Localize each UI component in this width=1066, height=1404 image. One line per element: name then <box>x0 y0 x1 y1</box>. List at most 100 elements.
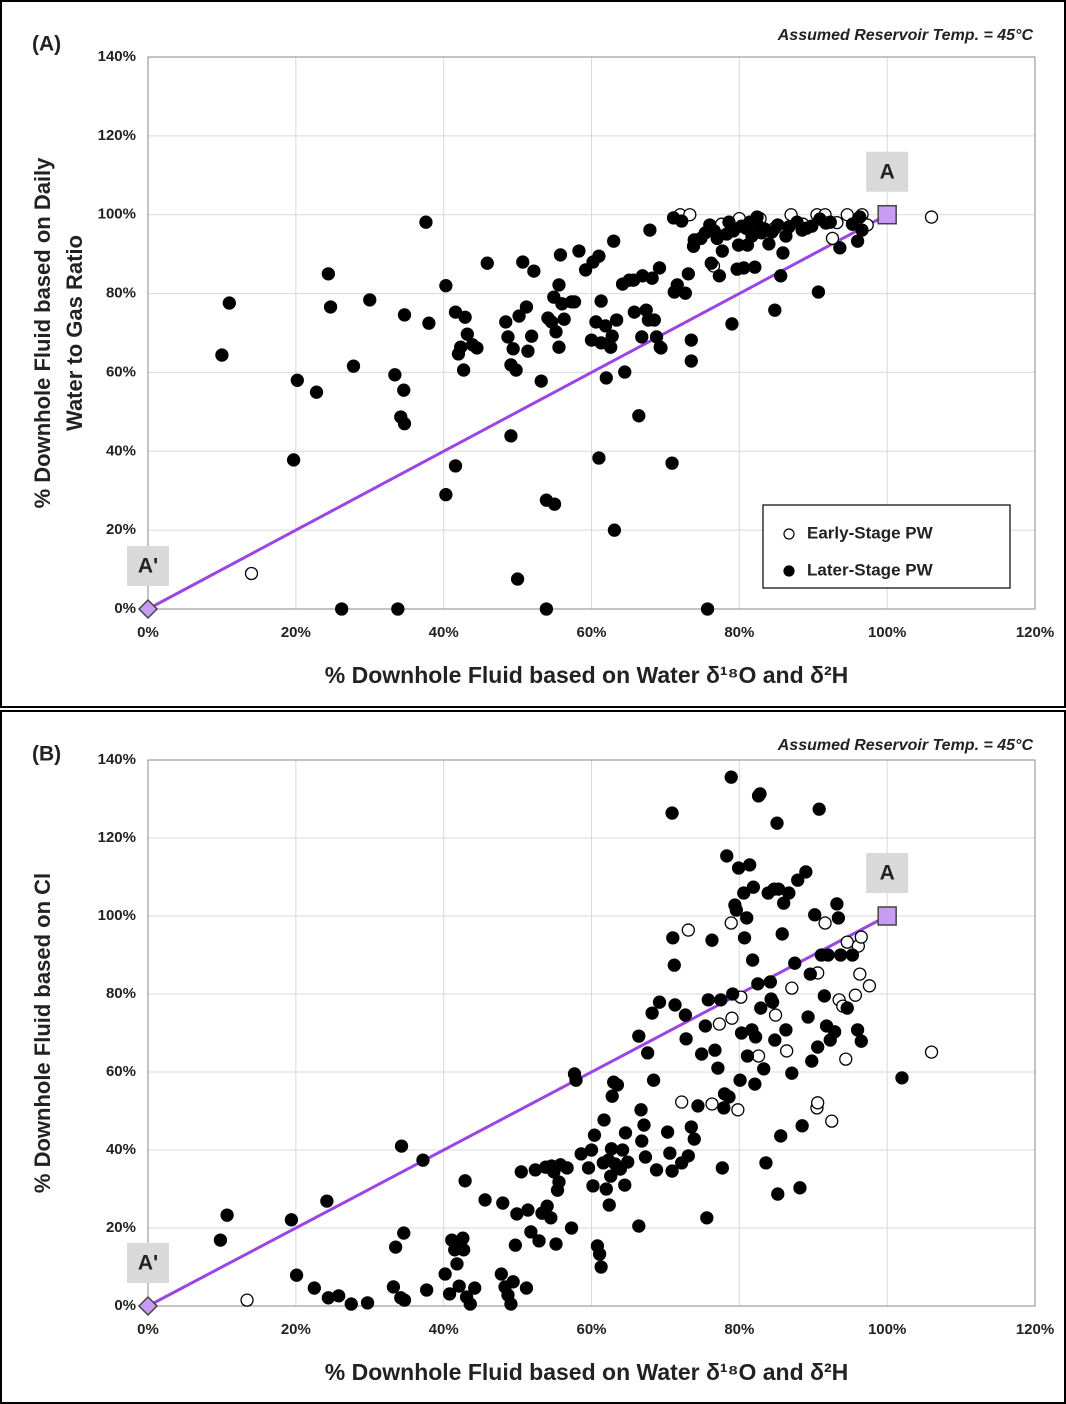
point <box>762 237 776 251</box>
endpoint-label: A <box>880 862 895 885</box>
point <box>850 1023 865 1037</box>
point <box>818 916 832 930</box>
point <box>654 341 668 355</box>
point <box>509 363 523 377</box>
point <box>284 1213 299 1227</box>
point <box>549 1237 563 1251</box>
point <box>765 995 780 1009</box>
point <box>803 967 817 981</box>
point <box>751 1049 766 1063</box>
point <box>496 1196 510 1210</box>
point <box>708 1043 722 1057</box>
point <box>740 911 754 925</box>
point <box>775 927 789 941</box>
point <box>700 602 715 616</box>
point <box>770 816 784 830</box>
point <box>754 1001 768 1015</box>
panel-border <box>0 710 1066 1404</box>
point <box>610 1078 625 1092</box>
point <box>419 215 433 229</box>
x-tick-label: 120% <box>1016 1321 1054 1338</box>
point <box>833 948 848 962</box>
point <box>547 497 562 511</box>
point <box>663 1146 677 1160</box>
point <box>286 453 301 467</box>
point <box>635 1134 649 1148</box>
point <box>514 1165 528 1179</box>
point <box>637 1118 651 1132</box>
point <box>895 1071 909 1085</box>
point <box>817 989 831 1003</box>
point <box>290 373 304 387</box>
point <box>632 1029 646 1043</box>
point <box>553 248 568 262</box>
point <box>307 1281 321 1295</box>
point <box>597 1113 611 1127</box>
point <box>320 1194 334 1208</box>
point <box>416 1153 430 1167</box>
x-tick-label: 100% <box>868 624 906 641</box>
panel: 0% 20% 40% 60% 80% 100% 120% 0% 20% 40% 60% 80% 100%… <box>0 0 1066 708</box>
point <box>510 1207 524 1221</box>
x-tick-label: 80% <box>724 1321 754 1338</box>
point <box>733 1073 747 1087</box>
y-axis-label: Water to Gas Ratio <box>62 235 87 431</box>
x-tick-label: 120% <box>1016 624 1054 641</box>
point <box>681 923 695 937</box>
point <box>456 1231 470 1245</box>
point <box>552 340 566 354</box>
endpoint-marker <box>877 906 897 926</box>
point <box>737 886 751 900</box>
point <box>524 329 539 343</box>
legend-label: Later-Stage PW <box>807 560 934 579</box>
point <box>684 354 698 368</box>
point <box>524 1225 538 1239</box>
point <box>646 1073 661 1087</box>
point <box>618 365 632 379</box>
point <box>332 1289 346 1303</box>
point <box>811 285 826 299</box>
point <box>442 1287 457 1301</box>
y-tick-label: 140% <box>98 48 136 65</box>
label-box <box>127 1243 169 1283</box>
panel: 0% 20% 40% 60% 80% 100% 120% 0% 20% 40% 60% 80% 100%… <box>0 710 1066 1404</box>
point <box>768 1008 783 1022</box>
point <box>607 523 622 537</box>
point <box>456 363 471 377</box>
point <box>678 1008 693 1022</box>
point <box>420 1283 434 1297</box>
point <box>544 1211 558 1225</box>
point <box>811 1096 825 1110</box>
point <box>645 1006 659 1020</box>
point <box>215 348 229 362</box>
point <box>504 1297 518 1311</box>
point <box>675 1095 689 1109</box>
point <box>848 988 863 1002</box>
point <box>602 1198 616 1212</box>
point <box>854 930 868 944</box>
endpoint-label: A <box>880 160 895 183</box>
point <box>587 1128 602 1142</box>
point <box>924 210 939 224</box>
point <box>454 340 468 354</box>
point <box>698 1019 712 1033</box>
point <box>853 967 867 981</box>
point <box>740 1049 755 1063</box>
point <box>771 218 785 232</box>
point <box>785 1066 799 1080</box>
point <box>850 234 865 248</box>
point <box>499 315 513 329</box>
point <box>460 327 474 341</box>
point <box>811 1040 825 1054</box>
point <box>681 1149 695 1163</box>
y-tick-label: 40% <box>106 442 136 459</box>
point <box>397 417 412 431</box>
y-tick-label: 100% <box>98 907 136 924</box>
point <box>519 1281 534 1295</box>
x-tick-label: 80% <box>724 624 754 641</box>
point <box>439 488 453 502</box>
point <box>821 948 835 962</box>
x-tick-label: 20% <box>281 624 311 641</box>
point <box>830 897 844 911</box>
point <box>681 267 695 281</box>
